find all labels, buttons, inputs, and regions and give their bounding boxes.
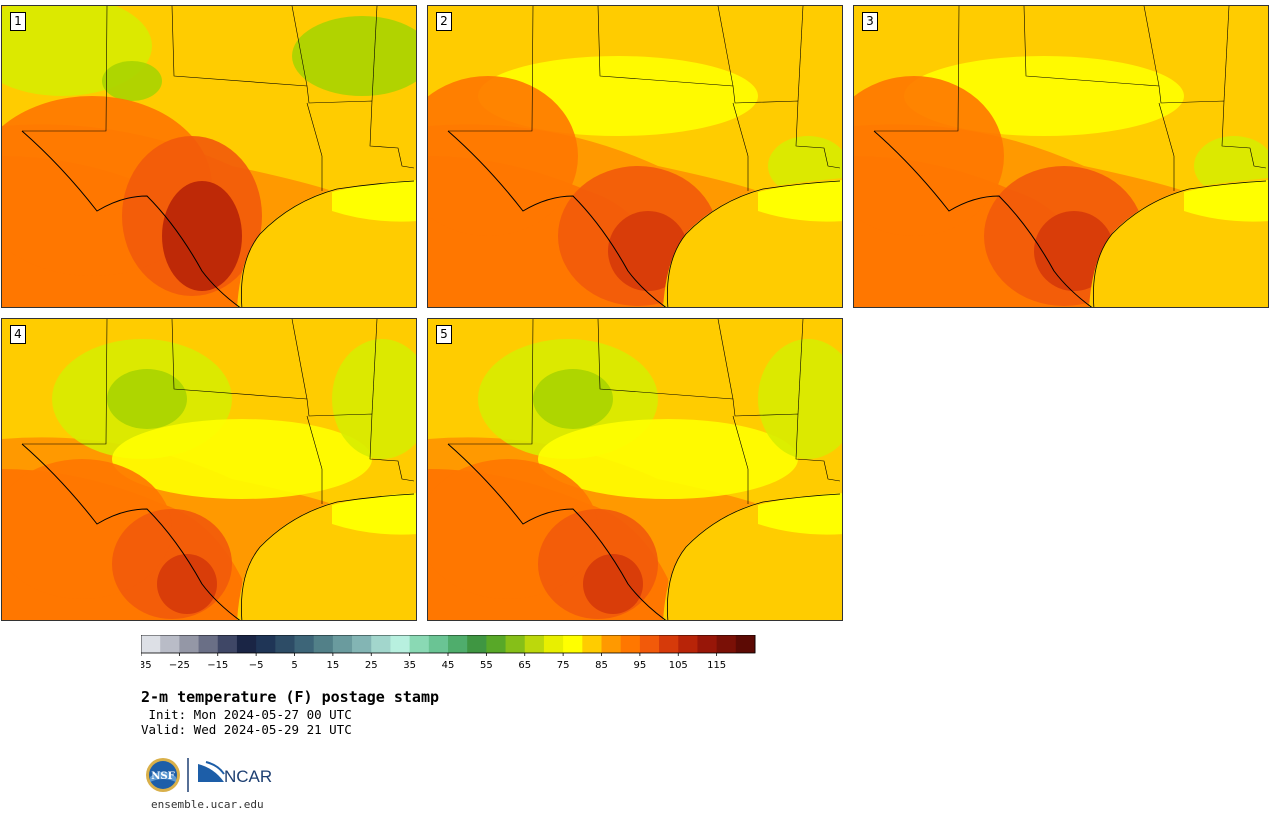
colorbar-bin [678,635,698,653]
stamp-panel-5: 5 [427,318,843,621]
colorbar-bin [352,635,372,653]
valid-time: Valid: Wed 2024-05-29 21 UTC [141,722,352,737]
colorbar-tick-label: 65 [518,660,531,671]
colorbar-bin [582,635,602,653]
colorbar-bin [601,635,622,653]
colorbar-tick-label: −25 [169,660,190,671]
colorbar-tick-label: 45 [442,660,455,671]
stamp-panel-3: 3 [853,5,1269,308]
colorbar-bin [217,635,238,653]
colorbar-bin [620,635,641,653]
colorbar-tick-label: −35 [141,660,152,671]
colorbar-bin [390,635,411,653]
nsf-logo-text: NSF [151,771,174,782]
temperature-map-4 [2,319,416,620]
colorbar-bin [467,635,487,653]
colorbar-tick-label: 35 [403,660,416,671]
colorbar-bin [141,635,161,653]
figure-title: 2-m temperature (F) postage stamp [141,688,440,706]
member-label: 1 [10,12,26,31]
colorbar-bin [313,635,334,653]
colorbar-bin [160,635,180,653]
colorbar-bin [639,635,660,653]
nsf-logo: NSF [146,758,180,792]
colorbar-tick-label: 15 [327,660,340,671]
colorbar-tick-label: 5 [291,660,297,671]
colorbar-bin [371,635,391,653]
ncar-logo: NCAR [198,761,272,786]
colorbar-bin [332,635,353,653]
init-time: Init: Mon 2024-05-27 00 UTC [141,707,352,722]
colorbar-bin [409,635,430,653]
colorbar-bin [697,635,718,653]
colorbar-bin [448,635,468,653]
colorbar-bin [505,635,526,653]
stamp-panel-2: 2 [427,5,843,308]
colorbar-bin [716,635,737,653]
stamp-panel-4: 4 [1,318,417,621]
colorbar-bin [524,635,545,653]
colorbar-tick-label: 95 [634,660,647,671]
source-url: ensemble.ucar.edu [151,798,264,811]
colorbar-bin [256,635,276,653]
colorbar-tick-label: 55 [480,660,493,671]
member-label: 3 [862,12,878,31]
temperature-map-1 [2,6,416,307]
colorbar-tick-label: 75 [557,660,570,671]
temperature-map-3 [854,6,1268,307]
colorbar-bin [735,635,756,653]
colorbar-tick-label: 115 [707,660,726,671]
colorbar-bin [486,635,507,653]
member-label: 2 [436,12,452,31]
colorbar-bin [659,635,679,653]
temperature-map-5 [428,319,842,620]
colorbar-bin [428,635,449,653]
member-label: 4 [10,325,26,344]
colorbar-bin [563,635,583,653]
ncar-logo-text: NCAR [224,767,272,786]
colorbar-bin [198,635,219,653]
colorbar-tick-label: 25 [365,660,378,671]
colorbar-bin [179,635,200,653]
logos: NSF NCAR [144,756,284,794]
colorbar-tick-label: −5 [249,660,264,671]
colorbar-bin [236,635,257,653]
member-label: 5 [436,325,452,344]
colorbar-bin [543,635,564,653]
temperature-map-2 [428,6,842,307]
colorbar-bin [275,635,295,653]
colorbar-tick-label: 105 [669,660,688,671]
stamp-panel-1: 1 [1,5,417,308]
colorbar-tick-label: 85 [595,660,608,671]
colorbar-bin [294,635,315,653]
colorbar: −35 −25 −15 −5 5 15 25 35 45 55 65 75 85 95 105 115 [141,635,756,671]
colorbar-tick-label: −15 [207,660,228,671]
